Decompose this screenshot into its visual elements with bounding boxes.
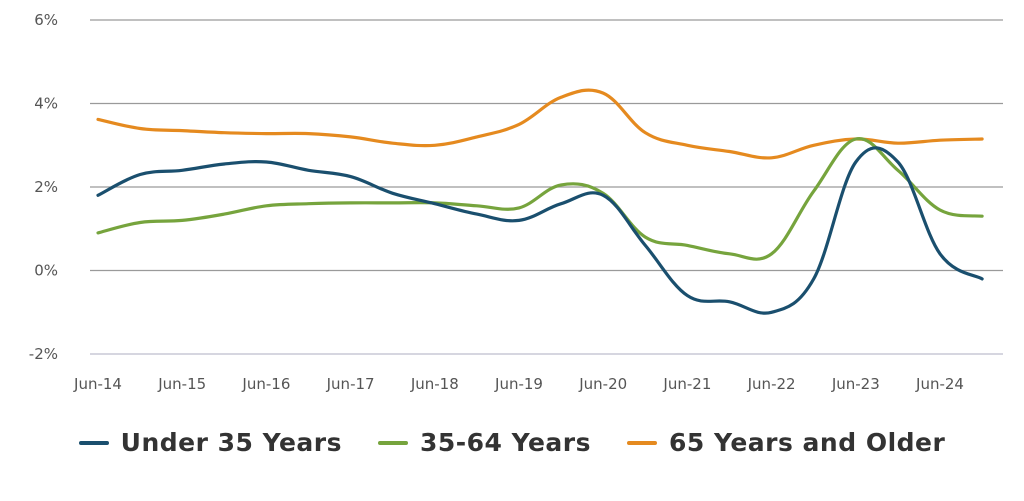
x-tick-label: Jun-20 [578,375,627,393]
x-tick-label: Jun-18 [410,375,459,393]
y-tick-label: 0% [34,262,58,280]
legend-swatch-65-plus [627,440,658,445]
y-axis-ticks: 6% 4% 2% 0% -2% [29,11,58,363]
series-lines [96,88,984,315]
gridlines [90,19,1003,355]
x-tick-label: Jun-24 [915,375,964,393]
x-tick-label: Jun-21 [662,375,711,393]
x-tick-label: Jun-22 [747,375,796,393]
series-65-plus-line [96,88,984,160]
x-tick-label: Jun-16 [241,375,290,393]
x-axis-ticks: Jun-14 Jun-15 Jun-16 Jun-17 Jun-18 Jun-19 Jun-… [73,375,964,393]
legend-swatch-35-64 [378,440,408,445]
x-tick-label: Jun-23 [831,375,880,393]
x-tick-label: Jun-17 [326,375,375,393]
y-tick-label: 2% [34,178,58,196]
legend: Under 35 Years 35-64 Years 65 Years and … [0,428,1024,457]
line-chart: 6%4%2%0%-2% Jun-14 Jun-15 Jun-16 Jun-17 Jun-… [29,11,1003,393]
y-tick-label: 6% [34,11,58,29]
legend-swatch-under-35 [78,440,109,445]
y-tick-label: -2% [29,345,58,363]
y-tick-label: 4% [34,95,58,113]
series-under-35-line [96,146,984,315]
legend-item-65-plus: 65 Years and Older [627,428,945,457]
legend-label-under-35: Under 35 Years [120,428,342,457]
series-35-64-line [96,137,984,261]
legend-item-under-35: Under 35 Years [78,428,342,457]
x-tick-label: Jun-14 [73,375,122,393]
legend-label-65-plus: 65 Years and Older [669,428,946,457]
x-tick-label: Jun-15 [157,375,206,393]
legend-label-35-64: 35-64 Years [420,428,592,457]
legend-item-35-64: 35-64 Years [378,428,591,457]
x-tick-label: Jun-19 [494,375,543,393]
